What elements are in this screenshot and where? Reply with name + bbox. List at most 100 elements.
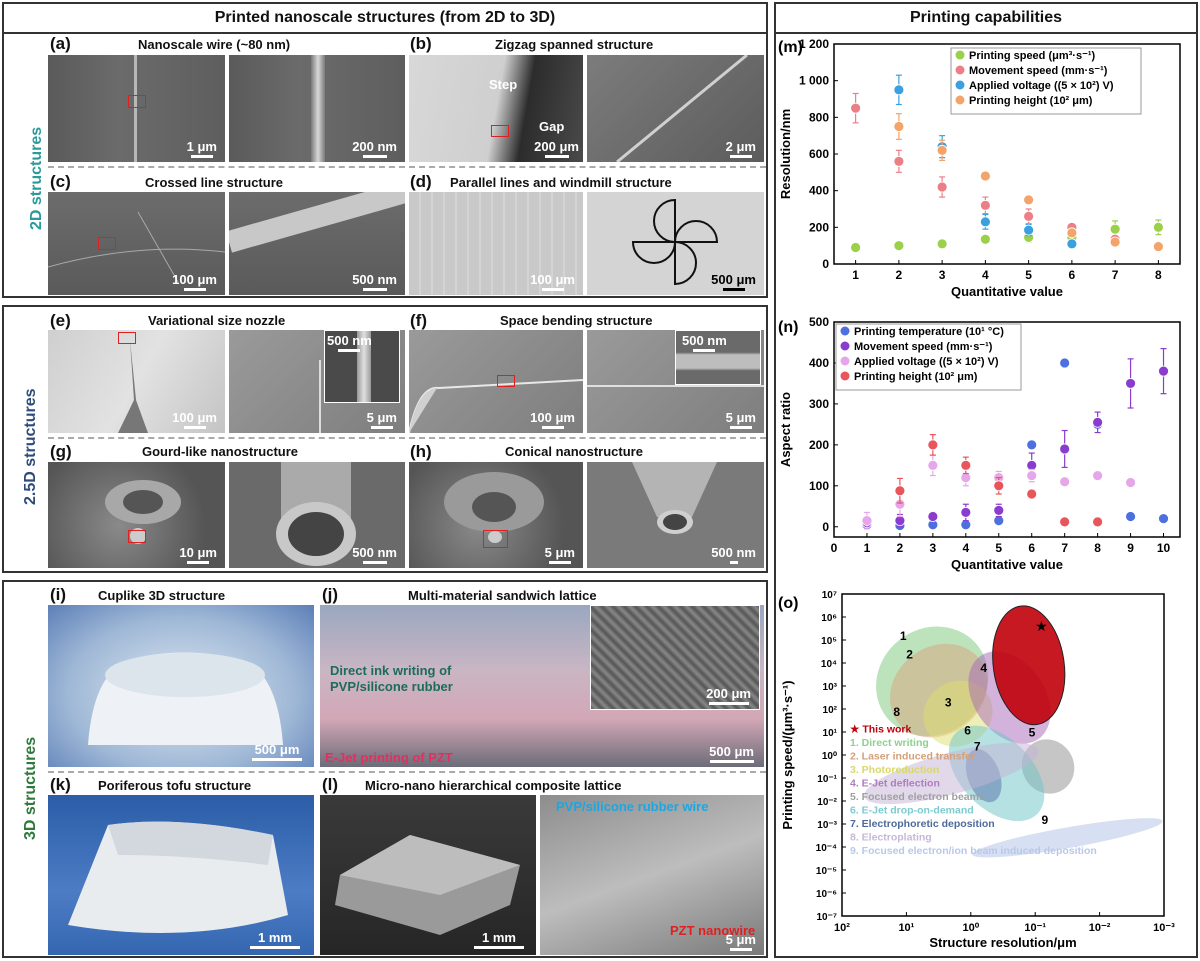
y-tick-label: 10³ bbox=[823, 682, 838, 693]
annotation-j2: PVP/silicone rubber bbox=[330, 679, 453, 694]
x-axis-label: Quantitative value bbox=[951, 557, 1063, 572]
legend-label: Printing height (10² μm) bbox=[854, 371, 978, 383]
sem-image-b2: 2 μm bbox=[587, 55, 764, 162]
legend-marker bbox=[955, 65, 965, 75]
scalebar: 100 μm bbox=[530, 272, 575, 291]
divider bbox=[48, 437, 766, 439]
y-tick-label: 10⁰ bbox=[822, 751, 837, 762]
data-point bbox=[1109, 223, 1121, 235]
y-axis-label: Resolution/nm bbox=[778, 109, 793, 199]
left-header: Printed nanoscale structures (from 2D to… bbox=[4, 4, 766, 34]
x-tick-label: 0 bbox=[831, 541, 838, 555]
data-point bbox=[1066, 238, 1078, 250]
x-tick-label: 3 bbox=[930, 541, 937, 555]
chart-n: (n)0 1 2 3 4 5 6 7 8 9 100100200300400500Quantitat… bbox=[778, 315, 1181, 572]
scalebar: 1 mm bbox=[474, 930, 524, 949]
y-tick-label: 10⁴ bbox=[821, 659, 837, 670]
panel-letter-b: (b) bbox=[410, 34, 432, 53]
annotation-j3: E-Jet printing of PZT bbox=[325, 750, 453, 765]
legend-label: Applied voltage ((5 × 10²) V) bbox=[854, 356, 999, 368]
scalebar: 500 nm bbox=[327, 333, 372, 352]
zoom-box bbox=[483, 530, 508, 548]
x-tick-label: 2 bbox=[897, 541, 904, 555]
legend-marker bbox=[955, 50, 965, 60]
data-point bbox=[979, 199, 991, 211]
y-tick-label: 300 bbox=[809, 397, 829, 411]
sem-image-h2: 500 nm bbox=[587, 462, 764, 568]
sem-image-f1: 100 μm bbox=[409, 330, 583, 433]
legend-marker bbox=[840, 371, 850, 381]
y-tick-label: 10⁻⁴ bbox=[816, 843, 837, 854]
scalebar: 500 nm bbox=[711, 545, 756, 564]
legend-label: Printing height (10² μm) bbox=[969, 95, 1093, 107]
scalebar: 200 μm bbox=[534, 139, 579, 158]
region-ellipse bbox=[972, 818, 1163, 858]
x-tick-label: 8 bbox=[1155, 268, 1162, 282]
data-point bbox=[927, 511, 939, 522]
scalebar: 10 μm bbox=[179, 545, 217, 564]
y-tick-label: 10⁻⁶ bbox=[816, 889, 837, 900]
scalebar: 500 nm bbox=[352, 545, 397, 564]
region-ellipse bbox=[864, 742, 1039, 805]
data-point bbox=[1059, 443, 1071, 455]
data-point bbox=[893, 84, 905, 96]
data-point bbox=[1158, 513, 1169, 524]
y-tick-label: 10⁶ bbox=[821, 613, 837, 624]
label-step: Step bbox=[489, 77, 518, 92]
region-label: 3 bbox=[945, 696, 952, 710]
sem-image-d1: 100 μm bbox=[409, 192, 583, 295]
region-label: 6 bbox=[964, 723, 971, 737]
y-tick-label: 1 200 bbox=[799, 37, 829, 51]
y-axis-label: Printing speed/(μm³·s⁻¹) bbox=[780, 680, 795, 829]
panel-title-f: Space bending structure bbox=[500, 313, 653, 328]
inset-image: 500 nm bbox=[324, 330, 400, 403]
data-point bbox=[1125, 477, 1136, 488]
divider bbox=[48, 166, 766, 168]
sem-image-a1: 1 μm bbox=[48, 55, 225, 162]
data-point bbox=[979, 233, 991, 245]
annotation-l2: PZT nanowire bbox=[670, 923, 756, 938]
scalebar: 5 μm bbox=[367, 410, 397, 429]
zoom-box bbox=[98, 237, 116, 250]
divider bbox=[48, 771, 766, 773]
y-tick-label: 10⁻⁵ bbox=[816, 866, 837, 877]
sem-image-c1: 100 μm bbox=[48, 192, 225, 295]
x-tick-label: 5 bbox=[1025, 268, 1032, 282]
y-tick-label: 10⁻¹ bbox=[817, 774, 837, 785]
scalebar: 100 μm bbox=[172, 272, 217, 291]
panel-title-j: Multi-material sandwich lattice bbox=[408, 588, 597, 603]
data-point bbox=[1109, 236, 1121, 248]
panel-title-b: Zigzag spanned structure bbox=[495, 37, 654, 52]
scalebar: 100 μm bbox=[530, 410, 575, 429]
data-point bbox=[1059, 357, 1071, 369]
panel-letter-e: (e) bbox=[50, 311, 71, 330]
y-tick-label: 1 000 bbox=[799, 74, 829, 88]
data-point bbox=[993, 480, 1005, 492]
scalebar: 1 mm bbox=[250, 930, 300, 949]
x-tick-label: 1 bbox=[864, 541, 871, 555]
data-point bbox=[850, 102, 862, 114]
y-tick-label: 200 bbox=[809, 438, 829, 452]
sem-image-e2: 500 nm 5 μm bbox=[229, 330, 405, 433]
legend-box bbox=[835, 323, 1022, 391]
plot-frame bbox=[833, 321, 1181, 538]
legend-label: Printing speed (μm³·s⁻¹) bbox=[969, 50, 1096, 62]
panel-letter: (o) bbox=[778, 595, 798, 612]
x-tick-label: 10⁻¹ bbox=[1024, 922, 1046, 934]
y-tick-label: 0 bbox=[822, 257, 829, 271]
this-work-star: ★ bbox=[1035, 618, 1048, 634]
panel-letter-j: (j) bbox=[322, 585, 339, 604]
y-tick-label: 10⁻³ bbox=[817, 820, 837, 831]
y-tick-label: 10² bbox=[823, 705, 838, 716]
panel-letter-i: (i) bbox=[50, 585, 67, 604]
windmill-icon bbox=[631, 198, 719, 286]
y-tick-label: 400 bbox=[809, 356, 829, 370]
sem-image-e1: 100 μm bbox=[48, 330, 225, 433]
zoom-box bbox=[497, 375, 515, 387]
panel-letter-h: (h) bbox=[410, 442, 432, 461]
data-point bbox=[1125, 511, 1136, 522]
label-gap: Gap bbox=[539, 119, 565, 134]
scalebar: 1 μm bbox=[187, 139, 217, 158]
data-point bbox=[1158, 365, 1169, 377]
y-tick-label: 10⁵ bbox=[821, 636, 837, 647]
